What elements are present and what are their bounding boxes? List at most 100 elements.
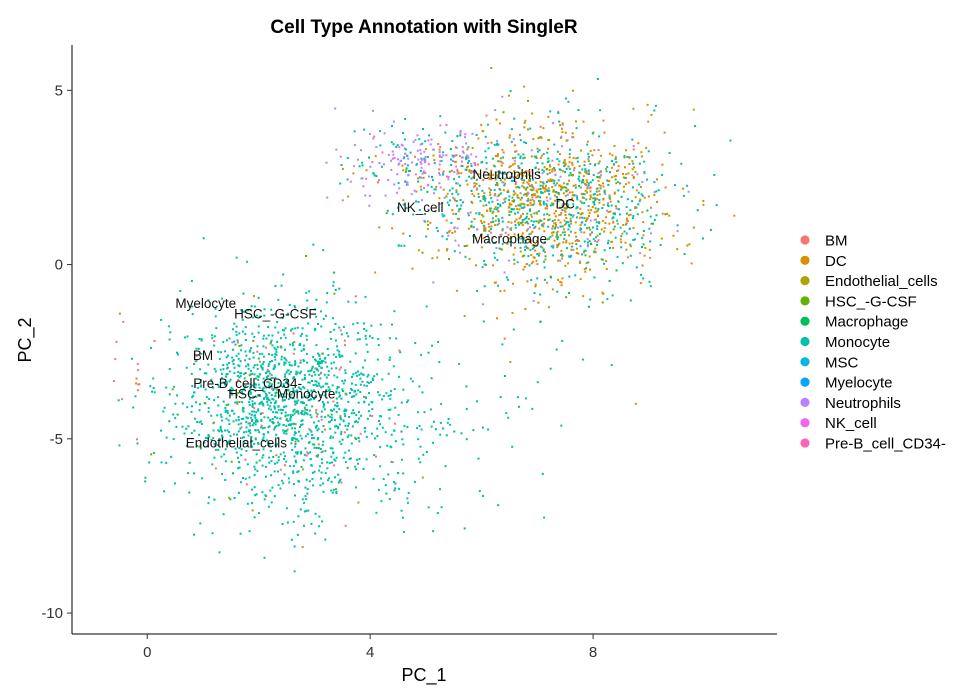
data-point (328, 462, 331, 464)
data-point (573, 169, 575, 172)
data-point (227, 442, 229, 445)
data-point (356, 338, 359, 341)
data-point (357, 462, 359, 465)
data-point (586, 241, 589, 244)
data-point (277, 424, 280, 427)
data-point (251, 372, 254, 375)
data-point (165, 436, 168, 439)
data-point (527, 99, 529, 102)
data-point (555, 348, 558, 351)
data-point (414, 342, 417, 344)
data-point (432, 154, 435, 157)
data-point (276, 321, 279, 323)
data-point (491, 157, 494, 160)
data-point (551, 231, 554, 234)
data-point (616, 222, 619, 225)
data-point (462, 151, 465, 154)
data-point (668, 214, 671, 217)
data-point (339, 415, 342, 418)
data-point (590, 242, 592, 245)
data-point (291, 449, 294, 451)
data-point (167, 325, 170, 328)
data-point (270, 341, 272, 344)
data-point (453, 171, 456, 174)
data-point (327, 414, 330, 417)
data-point (587, 152, 590, 155)
data-point (301, 423, 304, 426)
data-point (563, 207, 566, 210)
data-point (113, 380, 115, 382)
data-point (581, 196, 584, 199)
data-point (268, 386, 271, 389)
data-point (588, 187, 591, 190)
data-point (275, 445, 277, 448)
data-point (175, 425, 178, 428)
data-point (199, 385, 202, 388)
data-point (527, 183, 530, 186)
data-point (598, 176, 601, 179)
data-point (232, 348, 235, 351)
data-point (299, 426, 301, 428)
data-point (397, 413, 400, 416)
data-point (490, 141, 493, 144)
data-point (646, 178, 649, 181)
data-point (235, 256, 238, 259)
data-point (239, 481, 242, 484)
data-point (596, 78, 599, 80)
data-point (246, 502, 249, 505)
data-point (381, 151, 384, 154)
data-point (556, 233, 559, 236)
data-point (351, 425, 354, 428)
data-point (321, 443, 324, 446)
data-point (539, 219, 542, 222)
data-point (572, 248, 575, 251)
data-point (624, 241, 627, 244)
data-point (460, 432, 463, 435)
data-point (553, 190, 556, 193)
data-point (437, 249, 440, 252)
data-point (326, 382, 329, 385)
data-point (676, 248, 679, 251)
data-point (293, 341, 296, 343)
data-point (193, 391, 195, 394)
data-point (569, 230, 572, 233)
data-point (409, 377, 412, 380)
data-point (319, 372, 322, 375)
data-point (248, 403, 251, 406)
data-point (293, 412, 296, 415)
data-point (276, 386, 279, 389)
data-point (527, 228, 529, 231)
data-point (298, 430, 300, 433)
data-point (220, 430, 223, 433)
data-point (348, 416, 351, 418)
data-point (494, 224, 497, 226)
data-point (595, 187, 598, 190)
data-point (324, 416, 327, 419)
data-point (405, 167, 408, 170)
legend-label: Myelocyte (825, 375, 893, 392)
data-point (252, 366, 255, 369)
data-point (438, 172, 441, 174)
data-point (427, 506, 430, 509)
data-point (306, 299, 309, 302)
data-point (571, 215, 574, 218)
data-point (476, 290, 479, 292)
data-point (585, 172, 588, 174)
data-point (627, 181, 630, 184)
data-point (418, 425, 421, 427)
data-point (392, 153, 395, 156)
data-point (315, 426, 318, 429)
data-point (627, 214, 630, 217)
data-point (242, 310, 245, 313)
data-point (283, 333, 286, 336)
data-point (400, 401, 403, 404)
data-point (636, 213, 639, 216)
legend-label: Macrophage (825, 314, 908, 331)
data-point (488, 173, 491, 175)
data-point (464, 136, 466, 139)
data-point (649, 256, 652, 259)
data-point (280, 355, 283, 358)
data-point (542, 182, 545, 185)
data-point (509, 176, 512, 179)
data-point (455, 154, 458, 157)
